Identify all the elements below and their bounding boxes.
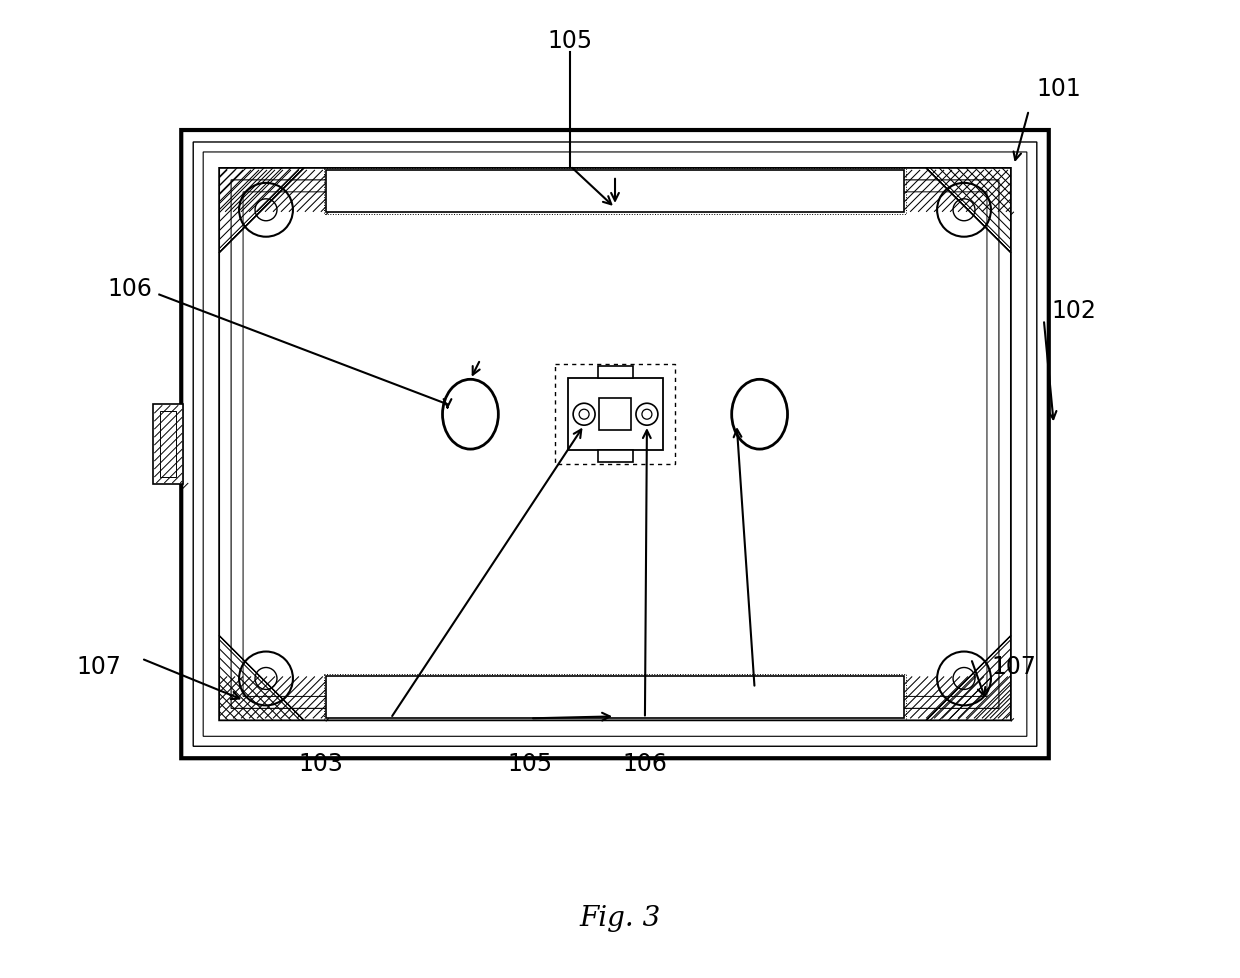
- Bar: [568, 378, 663, 451]
- Text: 101: 101: [1037, 77, 1081, 101]
- Text: 106: 106: [622, 751, 667, 776]
- Bar: [324, 675, 906, 721]
- Text: 106: 106: [107, 277, 151, 300]
- PathPatch shape: [231, 181, 999, 709]
- Ellipse shape: [732, 379, 787, 450]
- Text: 107: 107: [76, 655, 122, 679]
- Bar: [324, 169, 906, 214]
- Bar: [599, 399, 631, 430]
- PathPatch shape: [219, 169, 1011, 721]
- PathPatch shape: [203, 153, 1027, 736]
- Text: 102: 102: [1052, 298, 1096, 322]
- PathPatch shape: [243, 193, 987, 696]
- PathPatch shape: [193, 143, 1037, 746]
- Text: Fig. 3: Fig. 3: [579, 905, 661, 931]
- Text: 107: 107: [992, 655, 1037, 679]
- PathPatch shape: [181, 131, 1049, 759]
- Bar: [154, 405, 184, 484]
- Bar: [326, 171, 904, 212]
- Bar: [598, 451, 632, 463]
- Bar: [160, 412, 176, 477]
- Text: 105: 105: [507, 751, 553, 776]
- Bar: [556, 365, 675, 465]
- Text: 105: 105: [548, 29, 593, 53]
- Bar: [326, 677, 904, 719]
- Ellipse shape: [443, 379, 498, 450]
- Bar: [598, 367, 632, 378]
- Text: 103: 103: [299, 751, 343, 776]
